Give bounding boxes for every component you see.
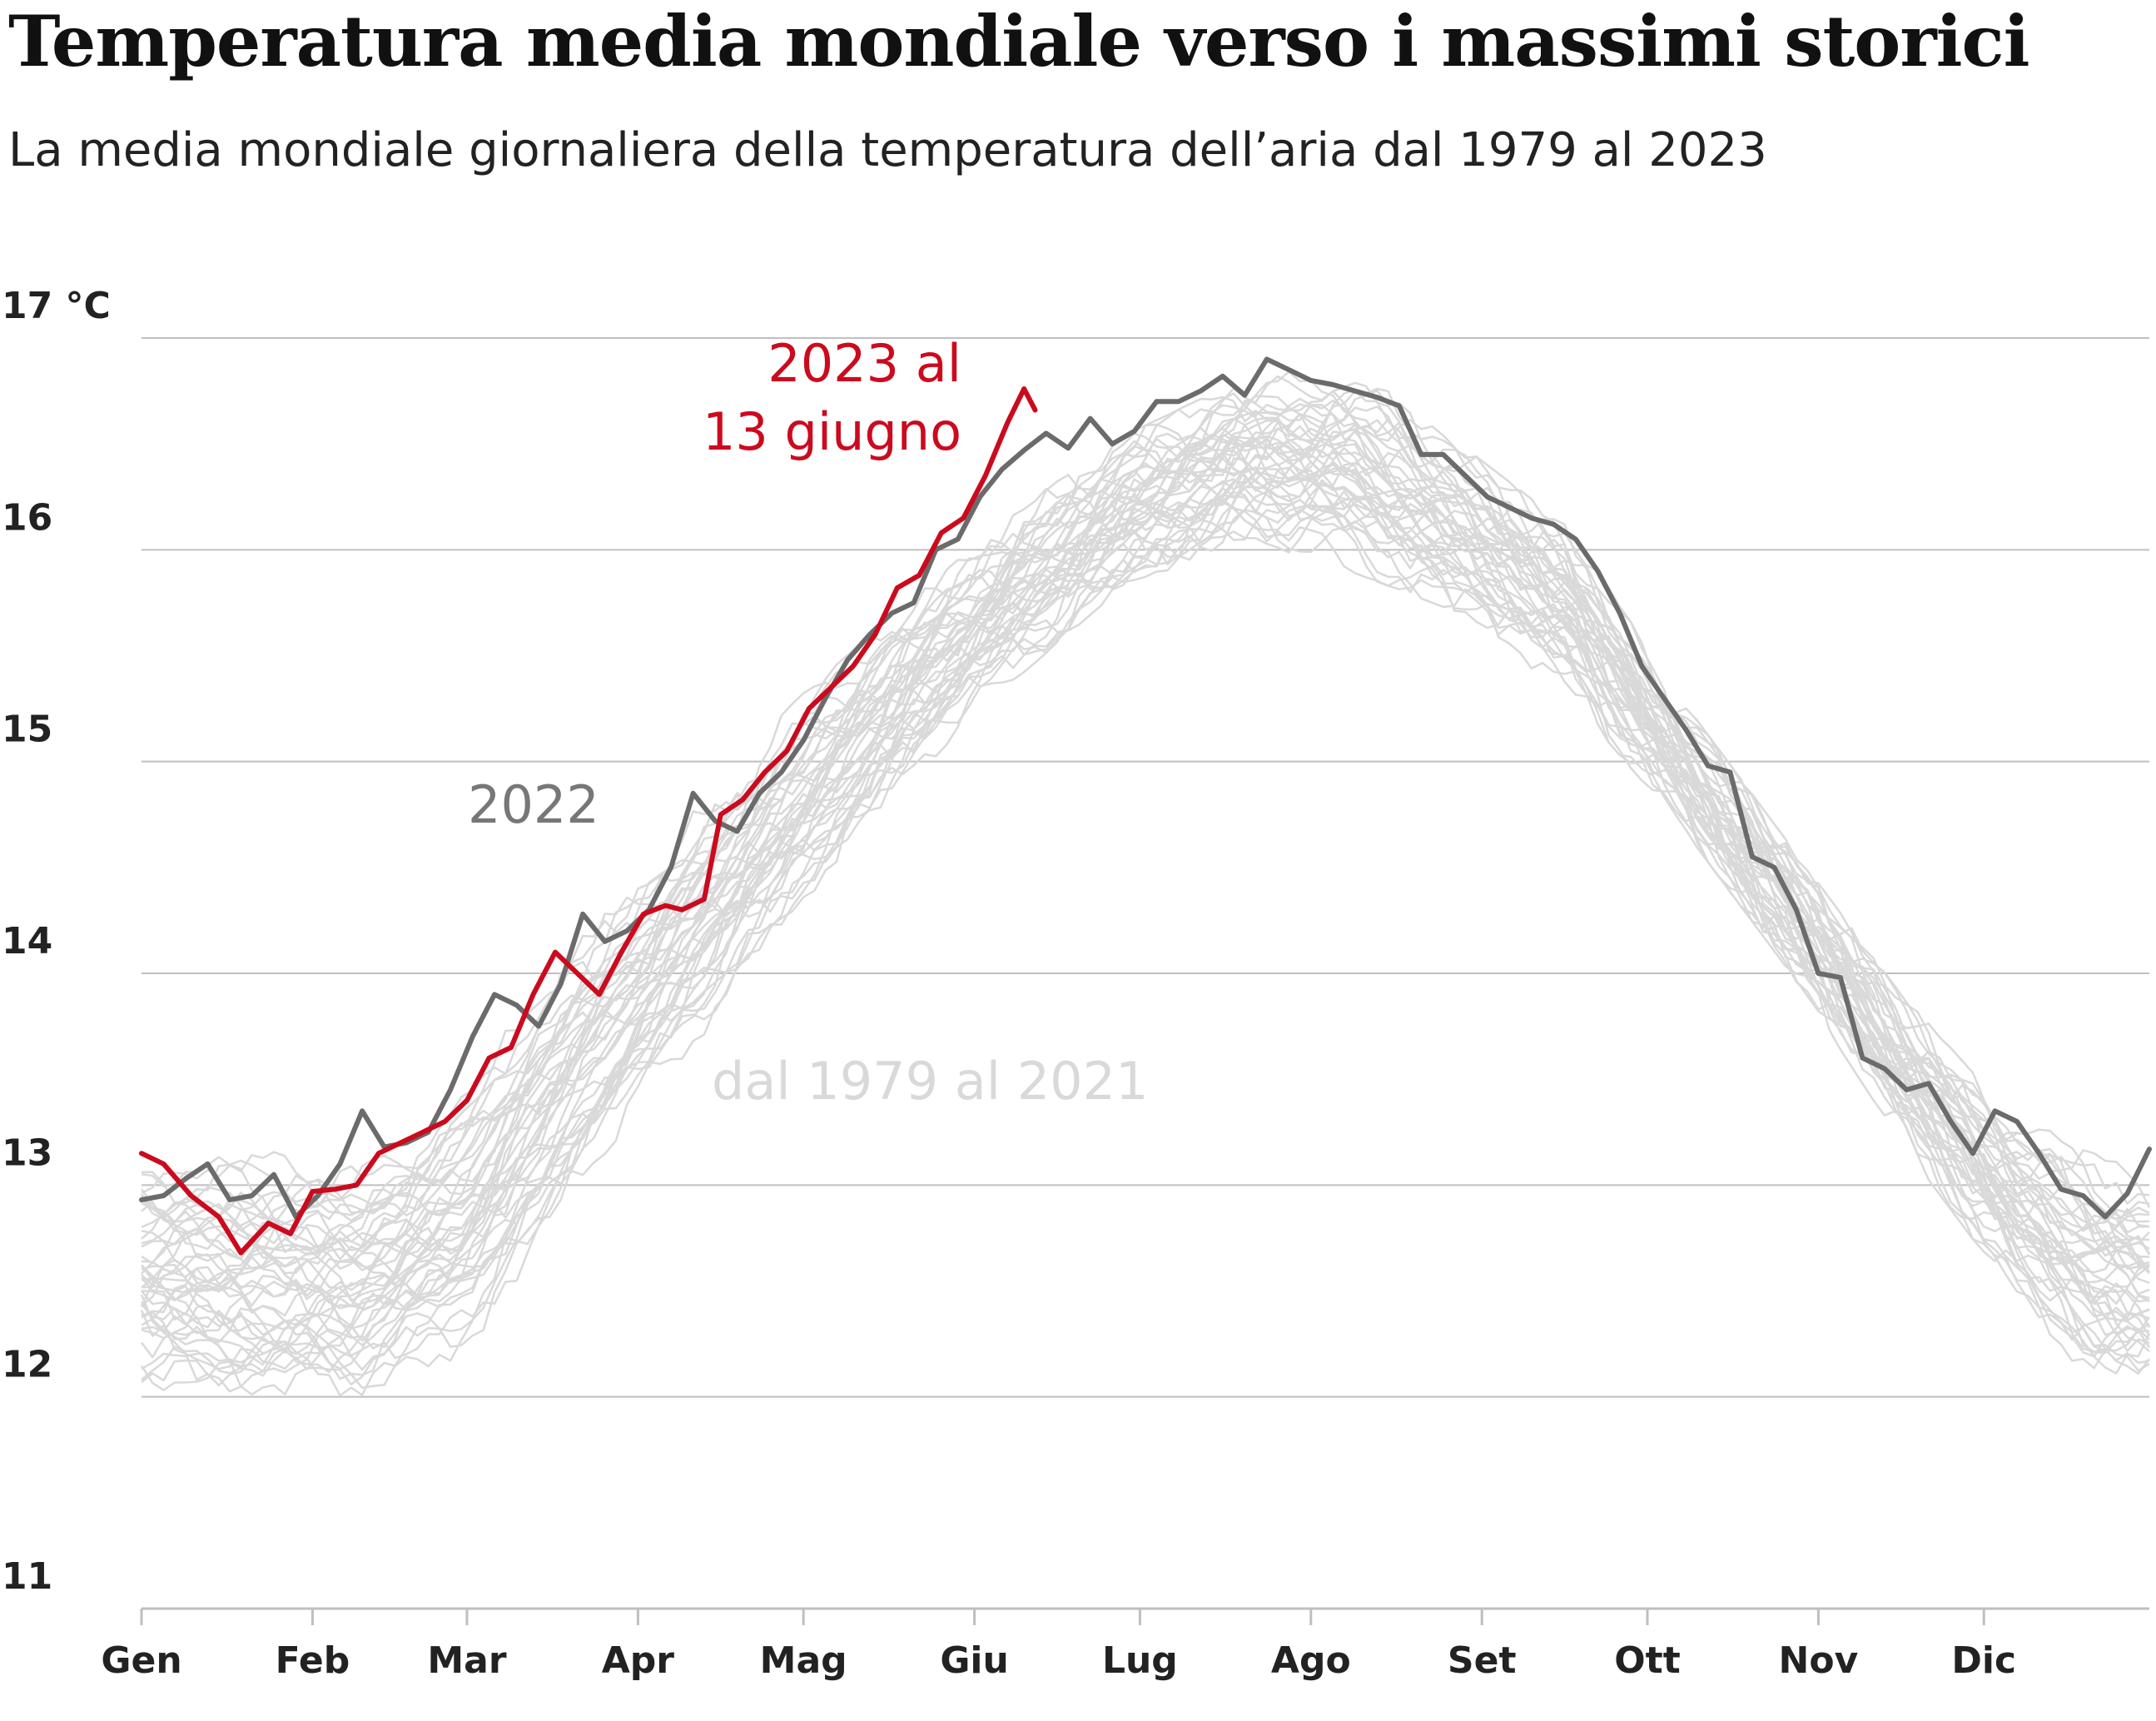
series-line-historic-year	[140, 452, 2150, 1342]
x-tick-label: Apr	[602, 1639, 675, 1682]
y-axis-ticks: 17 °C 16 15 14 13 12 11	[2, 285, 111, 1598]
x-axis: Gen Feb Mar Apr Mag Giu Lug Ago Set Ott Nov Dic	[101, 1607, 2149, 1682]
x-tick-label: Lug	[1102, 1639, 1178, 1682]
annotation-2022: 2022	[468, 774, 599, 835]
series-line-historic-year	[141, 453, 2150, 1317]
series-line-historic-year	[141, 498, 2151, 1397]
series-1979-2021	[140, 371, 2151, 1397]
y-tick-label: 16	[2, 496, 52, 539]
series-line-historic-year	[141, 419, 2150, 1256]
x-tick-label: Ago	[1271, 1639, 1351, 1682]
series-line-historic-year	[141, 390, 2150, 1245]
x-tick-label: Feb	[276, 1639, 350, 1682]
x-tick-label: Mar	[427, 1639, 506, 1682]
series-2022	[139, 356, 2152, 1220]
series-line-historic-year	[141, 465, 2150, 1377]
x-tick-label: Gen	[101, 1639, 181, 1682]
x-tick-label: Mag	[760, 1639, 847, 1682]
series-line-historic-year	[141, 469, 2150, 1387]
series-line-historic-year	[141, 425, 2151, 1293]
series-line-historic-year	[141, 413, 2150, 1284]
x-tick-label: Dic	[1951, 1639, 2016, 1682]
annotations: 2023 al 13 giugno 2022 dal 1979 al 2021	[468, 333, 1149, 1112]
annotation-2023-line1: 2023 al	[768, 333, 961, 394]
chart-subtitle: La media mondiale giornaliera della temp…	[8, 123, 1767, 177]
series-line-historic-year	[141, 389, 2150, 1266]
series-line-historic-year	[141, 395, 2151, 1222]
y-tick-label: 13	[2, 1132, 52, 1174]
y-tick-label: 12	[2, 1344, 52, 1386]
series-line-historic-year	[141, 487, 2150, 1390]
series-line-historic-year	[141, 387, 2150, 1265]
x-tick-label: Ott	[1614, 1639, 1680, 1682]
series-line-2023	[139, 386, 1038, 1256]
chart-title: Temperatura media mondiale verso i massi…	[8, 0, 2030, 82]
series-line-2022	[139, 356, 2152, 1220]
series-line-historic-year	[141, 435, 2150, 1321]
x-tick-label: Nov	[1779, 1639, 1859, 1682]
annotation-1979-2021: dal 1979 al 2021	[712, 1051, 1149, 1112]
x-tick-label: Set	[1448, 1639, 1517, 1682]
annotation-2023-line2: 13 giugno	[703, 401, 961, 462]
x-tick-label: Giu	[940, 1639, 1009, 1682]
series-line-historic-year	[141, 498, 2150, 1396]
series-line-historic-year	[141, 371, 2150, 1251]
y-tick-label: 11	[2, 1555, 52, 1598]
y-tick-label: 17 °C	[2, 285, 111, 327]
series-2023	[139, 386, 1038, 1256]
series-line-historic-year	[141, 419, 2150, 1303]
series-line-historic-year	[141, 478, 2150, 1370]
series-line-historic-year	[141, 397, 2150, 1292]
series-line-historic-year	[141, 404, 2150, 1275]
y-tick-label: 14	[2, 920, 52, 962]
y-tick-label: 15	[2, 709, 52, 751]
